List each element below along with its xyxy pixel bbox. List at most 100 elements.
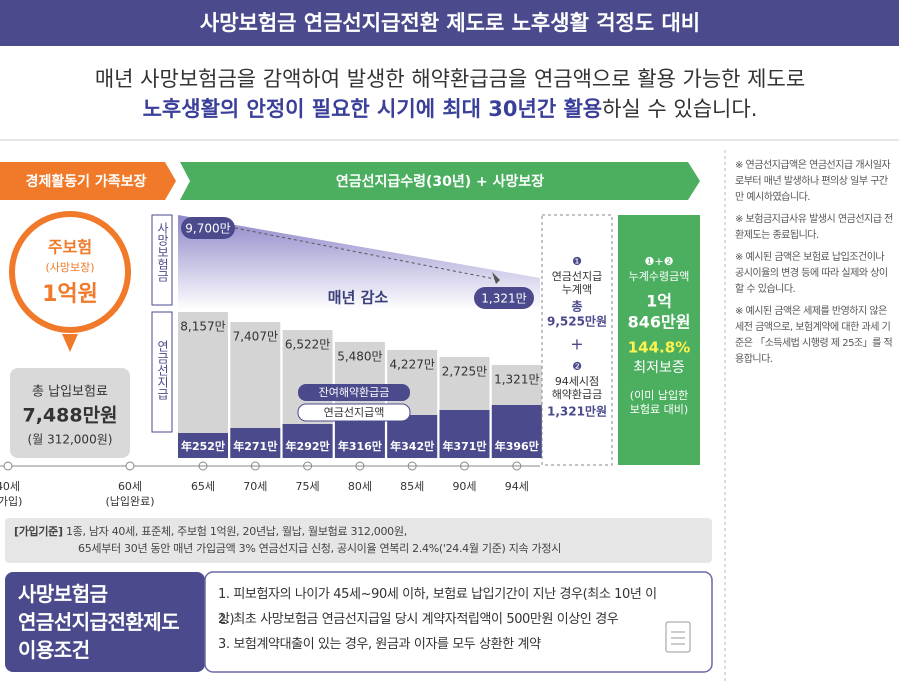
age-label: 65세 (191, 480, 215, 493)
summary-label: 누계액 (562, 283, 592, 296)
note: ※ 예시된 금액은 세제를 반영하지 않은 세전 금액으로, 보험계약에 대한 … (735, 306, 893, 365)
subtitle-rest: 하실 수 있습니다. (602, 97, 757, 121)
annuity-label: 年252만 (181, 439, 225, 453)
remaining-label: 6,522만 (285, 338, 330, 352)
basis-line: [가입기준] 1종, 남자 40세, 표준체, 주보험 1억원, 20년납, 월… (14, 523, 704, 540)
basis-text: 65세부터 30년 동안 매년 가입금액 3% 연금선지급 신청, 공시이율 연… (78, 542, 562, 555)
timeline-dot (125, 461, 135, 471)
plus: + (570, 335, 583, 354)
condition: 2. 최초 사망보험금 연금선지급일 당시 계약자적립액이 500만원 이상인 … (218, 612, 619, 627)
tag (181, 217, 235, 239)
summary-total: 9,525만원 (547, 314, 607, 329)
timeline-dot (3, 461, 13, 471)
annuity-label: 年316만 (338, 439, 382, 453)
side-label-box (151, 311, 173, 433)
premium-amount: 7,488만원 (22, 405, 117, 427)
remaining-label: 8,157만 (180, 320, 225, 334)
legend-swatch (297, 403, 411, 422)
remaining-label: 2,725만 (442, 365, 487, 379)
conditions-title: 사망보험금 연금선지급전환제도 이용조건 (18, 580, 180, 664)
age-label: 94세 (505, 480, 529, 493)
conditions-title-line: 사망보험금 (18, 582, 108, 606)
annuity-bar (282, 424, 333, 458)
pointer (62, 334, 78, 352)
policy-label: 주보험 (48, 238, 92, 257)
age-note: (납입완료) (105, 495, 154, 508)
side-label-box (151, 214, 173, 306)
phase-arrow (0, 162, 176, 200)
start-value: 9,700만 (185, 222, 230, 236)
title: 사망보험금 연금선지급전환 제도로 노후생활 걱정도 대비 (200, 11, 700, 35)
legend-label: 연금선지급액 (324, 406, 385, 419)
annuity-bar (230, 428, 281, 458)
mark: ❶+❷ (645, 255, 674, 268)
premium-box (10, 368, 130, 458)
annuity-bar (178, 433, 228, 458)
summary-label: 94세시점 (555, 375, 599, 388)
subtitle: 매년 사망보험금을 감액하여 발생한 해약환급금을 연금액으로 활용 가능한 제… (95, 67, 805, 91)
age-label: 40세 (0, 480, 20, 493)
age-note: (가입) (0, 495, 22, 508)
conditions-title-line: 연금선지급전환제도 (18, 610, 180, 634)
basis-label: [가입기준] (14, 525, 63, 538)
mark: ❶ (572, 255, 582, 268)
arrowhead (492, 272, 500, 284)
annuity-bar (439, 410, 490, 458)
bars: 8,157만 年252만 65세 7,407만 年271만 70세 6,522만 年292만 7… (178, 312, 542, 493)
annuity-bar (334, 419, 385, 458)
side-label: 사망보험금 (156, 222, 170, 282)
trend-label: 매년 감소 (328, 289, 389, 307)
age-label: 75세 (296, 480, 320, 493)
document-icon (665, 621, 691, 653)
phase-label: 연금선지급수령(30년) + 사망보장 (336, 173, 544, 190)
summary-amount: 1,321만원 (547, 404, 607, 419)
note: ※ 예시된 금액은 보험료 납입조건이나 공시이율의 변경 등에 따라 실제와 … (735, 252, 888, 295)
subtitle-emphasis: 노후생활의 안정이 필요한 시기에 최대 30년간 활용 (143, 97, 603, 121)
annuity-label: 年342만 (390, 439, 434, 453)
remaining-label: 7,407만 (233, 330, 278, 344)
result-box (618, 215, 700, 465)
policy-circle (9, 211, 131, 333)
result-rate: 144.8% (628, 339, 690, 357)
age-label: 85세 (400, 480, 424, 493)
age-label: 90세 (452, 480, 476, 493)
policy-amount: 1억원 (42, 282, 98, 307)
premium-monthly: (월 312,000원) (28, 433, 113, 447)
summary-label: 해약환급금 (552, 387, 603, 401)
annuity-label: 年292만 (286, 439, 330, 453)
result-basis: (이미 납입한 (630, 389, 688, 402)
note: ※ 연금선지급액은 연금선지급 개시일자로부터 매년 발생하나 편의상 일부 구… (735, 160, 891, 203)
result-basis: 보험료 대비) (630, 403, 688, 416)
basis-text: 1종, 남자 40세, 표준체, 주보험 1억원, 20년납, 월납, 월보험료… (65, 525, 407, 538)
mark: ❷ (572, 360, 582, 373)
summary-box (541, 214, 613, 466)
conditions-box (204, 571, 713, 673)
phase-arrow (180, 162, 700, 200)
annuity-label: 年371만 (442, 439, 486, 453)
basis-box (5, 518, 712, 563)
annuity-bar (387, 415, 438, 458)
basis: [가입기준] 1종, 남자 40세, 표준체, 주보험 1억원, 20년납, 월… (14, 523, 704, 557)
result-amount: 846만원 (628, 313, 691, 332)
result-guarantee: 최저보증 (633, 360, 685, 376)
result-label: 누계수령금액 (629, 270, 690, 283)
title-bar (0, 0, 899, 46)
summary-label: 연금선지급 (552, 270, 603, 283)
annuity-label: 年271만 (233, 439, 277, 453)
remaining-label: 4,227만 (389, 358, 434, 372)
annuity-label: 年396만 (495, 439, 539, 453)
conditions-title-box (5, 572, 205, 672)
condition: 1. 피보험자의 나이가 45세~90세 이하, 보험료 납입기간이 지난 경우… (218, 587, 657, 627)
summary-total-label: 총 (571, 299, 582, 314)
age-label: 60세 (118, 480, 142, 493)
conditions-title-line: 이용조건 (18, 638, 90, 662)
phase-label: 경제활동기 가족보장 (26, 173, 147, 190)
conditions: 1. 피보험자의 나이가 45세~90세 이하, 보험료 납입기간이 지난 경우… (218, 582, 658, 657)
annuity-bar (491, 405, 542, 458)
result-amount: 1억 (646, 292, 672, 311)
death-benefit-area (178, 215, 540, 310)
legend-swatch (298, 384, 410, 401)
